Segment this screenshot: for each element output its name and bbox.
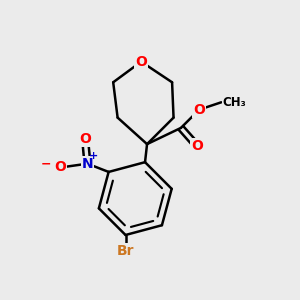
Text: O: O [135,55,147,69]
Text: O: O [193,103,205,117]
Text: −: − [41,158,52,171]
Text: N: N [82,157,93,171]
Text: O: O [79,132,91,146]
Text: O: O [54,160,66,174]
Text: Br: Br [117,244,134,258]
Text: CH₃: CH₃ [223,96,247,109]
Text: O: O [191,139,203,153]
Text: +: + [89,151,98,161]
